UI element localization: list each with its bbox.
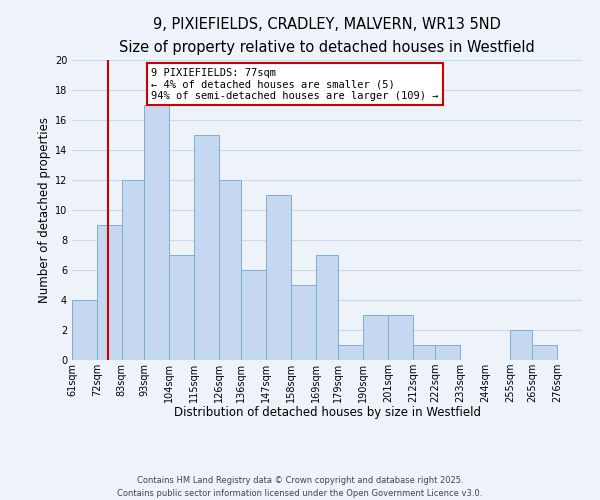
X-axis label: Distribution of detached houses by size in Westfield: Distribution of detached houses by size … [173, 406, 481, 420]
Bar [169, 255, 194, 360]
Text: Contains HM Land Registry data © Crown copyright and database right 2025.
Contai: Contains HM Land Registry data © Crown c… [118, 476, 482, 498]
Bar [97, 225, 122, 360]
Bar [194, 135, 218, 360]
Bar [338, 345, 363, 360]
Bar [388, 315, 413, 360]
Bar [144, 105, 169, 360]
Bar [291, 285, 316, 360]
Bar [122, 180, 144, 360]
Text: 9 PIXIEFIELDS: 77sqm
← 4% of detached houses are smaller (5)
94% of semi-detache: 9 PIXIEFIELDS: 77sqm ← 4% of detached ho… [151, 68, 439, 100]
Bar [316, 255, 338, 360]
Title: 9, PIXIEFIELDS, CRADLEY, MALVERN, WR13 5ND
Size of property relative to detached: 9, PIXIEFIELDS, CRADLEY, MALVERN, WR13 5… [119, 18, 535, 54]
Bar [510, 330, 532, 360]
Bar [266, 195, 291, 360]
Bar [241, 270, 266, 360]
Bar [413, 345, 436, 360]
Y-axis label: Number of detached properties: Number of detached properties [38, 117, 50, 303]
Bar [363, 315, 388, 360]
Bar [532, 345, 557, 360]
Bar [218, 180, 241, 360]
Bar [436, 345, 460, 360]
Bar [72, 300, 97, 360]
